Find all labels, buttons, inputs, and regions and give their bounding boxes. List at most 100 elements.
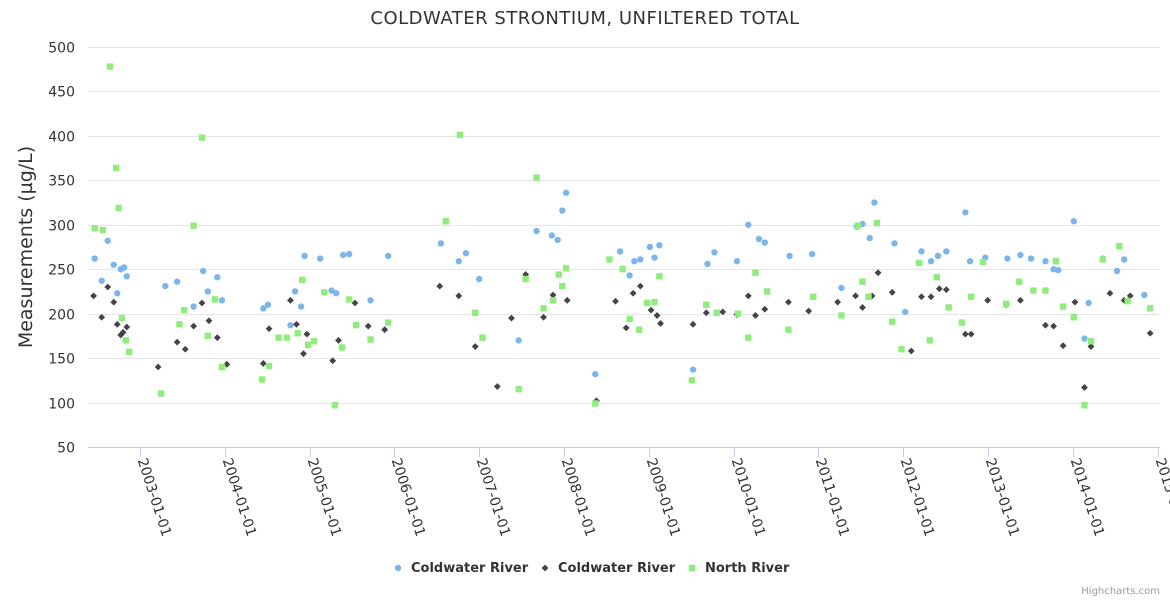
- data-point[interactable]: [626, 272, 633, 279]
- data-point[interactable]: [352, 322, 360, 329]
- data-point[interactable]: [1087, 338, 1095, 345]
- data-point[interactable]: [942, 286, 950, 294]
- data-point[interactable]: [522, 275, 529, 283]
- data-point[interactable]: [719, 308, 727, 316]
- data-point[interactable]: [180, 306, 188, 314]
- data-point[interactable]: [104, 237, 111, 244]
- data-point[interactable]: [91, 225, 98, 232]
- data-point[interactable]: [173, 278, 181, 285]
- data-point[interactable]: [122, 337, 130, 344]
- data-point[interactable]: [1087, 343, 1095, 350]
- data-point[interactable]: [321, 289, 328, 296]
- data-point[interactable]: [211, 296, 219, 303]
- data-point[interactable]: [199, 267, 207, 275]
- data-point[interactable]: [966, 258, 974, 265]
- data-point[interactable]: [612, 297, 619, 305]
- data-point[interactable]: [891, 240, 898, 247]
- data-point[interactable]: [351, 299, 359, 307]
- data-point[interactable]: [898, 346, 905, 353]
- data-point[interactable]: [945, 304, 952, 311]
- data-point[interactable]: [455, 292, 463, 300]
- data-point[interactable]: [1017, 251, 1024, 259]
- data-point[interactable]: [181, 345, 189, 353]
- data-point[interactable]: [176, 321, 183, 328]
- data-point[interactable]: [104, 283, 112, 291]
- data-point[interactable]: [297, 303, 305, 310]
- data-point[interactable]: [761, 239, 768, 246]
- data-point[interactable]: [125, 348, 133, 356]
- data-point[interactable]: [961, 330, 969, 338]
- data-point[interactable]: [493, 383, 501, 390]
- data-point[interactable]: [866, 234, 873, 242]
- data-point[interactable]: [967, 293, 975, 300]
- data-point[interactable]: [1016, 296, 1024, 304]
- data-point[interactable]: [859, 304, 866, 311]
- data-point[interactable]: [190, 322, 198, 330]
- data-point[interactable]: [283, 334, 291, 341]
- data-point[interactable]: [918, 248, 925, 255]
- data-point[interactable]: [1016, 278, 1023, 285]
- data-point[interactable]: [934, 252, 942, 260]
- data-point[interactable]: [258, 376, 266, 383]
- data-point[interactable]: [874, 269, 882, 277]
- data-point[interactable]: [1071, 298, 1079, 306]
- data-point[interactable]: [834, 298, 842, 306]
- data-point[interactable]: [173, 338, 181, 346]
- data-point[interactable]: [865, 293, 872, 300]
- data-point[interactable]: [592, 400, 599, 407]
- data-point[interactable]: [442, 218, 449, 225]
- data-point[interactable]: [933, 274, 941, 281]
- data-point[interactable]: [110, 261, 117, 268]
- data-point[interactable]: [1027, 255, 1035, 262]
- data-point[interactable]: [838, 312, 845, 319]
- data-point[interactable]: [121, 264, 128, 271]
- data-point[interactable]: [549, 291, 557, 299]
- data-point[interactable]: [540, 313, 547, 321]
- data-point[interactable]: [745, 334, 752, 341]
- data-point[interactable]: [1124, 298, 1131, 305]
- data-point[interactable]: [761, 305, 769, 313]
- data-point[interactable]: [656, 242, 663, 249]
- data-point[interactable]: [198, 299, 206, 307]
- data-point[interactable]: [114, 290, 121, 297]
- data-point[interactable]: [1042, 287, 1049, 294]
- data-point[interactable]: [91, 255, 98, 262]
- data-point[interactable]: [287, 296, 294, 304]
- data-point[interactable]: [1106, 289, 1114, 297]
- data-point[interactable]: [162, 282, 169, 290]
- data-point[interactable]: [808, 250, 816, 258]
- data-point[interactable]: [752, 269, 759, 276]
- data-point[interactable]: [455, 258, 462, 265]
- data-point[interactable]: [1055, 266, 1062, 274]
- data-point[interactable]: [436, 282, 444, 290]
- data-point[interactable]: [515, 337, 522, 344]
- data-point[interactable]: [1042, 258, 1049, 265]
- data-point[interactable]: [198, 134, 206, 141]
- data-point[interactable]: [364, 322, 372, 330]
- data-point[interactable]: [437, 240, 445, 247]
- data-point[interactable]: [745, 221, 752, 228]
- data-point[interactable]: [559, 282, 566, 290]
- data-point[interactable]: [703, 301, 710, 308]
- data-point[interactable]: [533, 174, 540, 181]
- data-point[interactable]: [859, 278, 866, 285]
- data-point[interactable]: [1042, 321, 1049, 329]
- data-point[interactable]: [264, 301, 272, 308]
- data-point[interactable]: [926, 337, 934, 344]
- data-point[interactable]: [555, 271, 563, 278]
- data-point[interactable]: [873, 219, 881, 227]
- data-point[interactable]: [1081, 384, 1088, 391]
- data-point[interactable]: [688, 377, 696, 384]
- data-point[interactable]: [838, 284, 845, 292]
- legend-symbol[interactable]: [394, 564, 402, 572]
- data-point[interactable]: [115, 204, 122, 212]
- data-point[interactable]: [962, 209, 969, 216]
- data-point[interactable]: [626, 315, 633, 323]
- data-point[interactable]: [1126, 292, 1134, 300]
- data-point[interactable]: [303, 330, 311, 338]
- data-point[interactable]: [329, 357, 337, 365]
- data-point[interactable]: [1085, 299, 1092, 307]
- data-point[interactable]: [300, 350, 307, 358]
- data-point[interactable]: [384, 319, 392, 326]
- data-point[interactable]: [656, 273, 663, 280]
